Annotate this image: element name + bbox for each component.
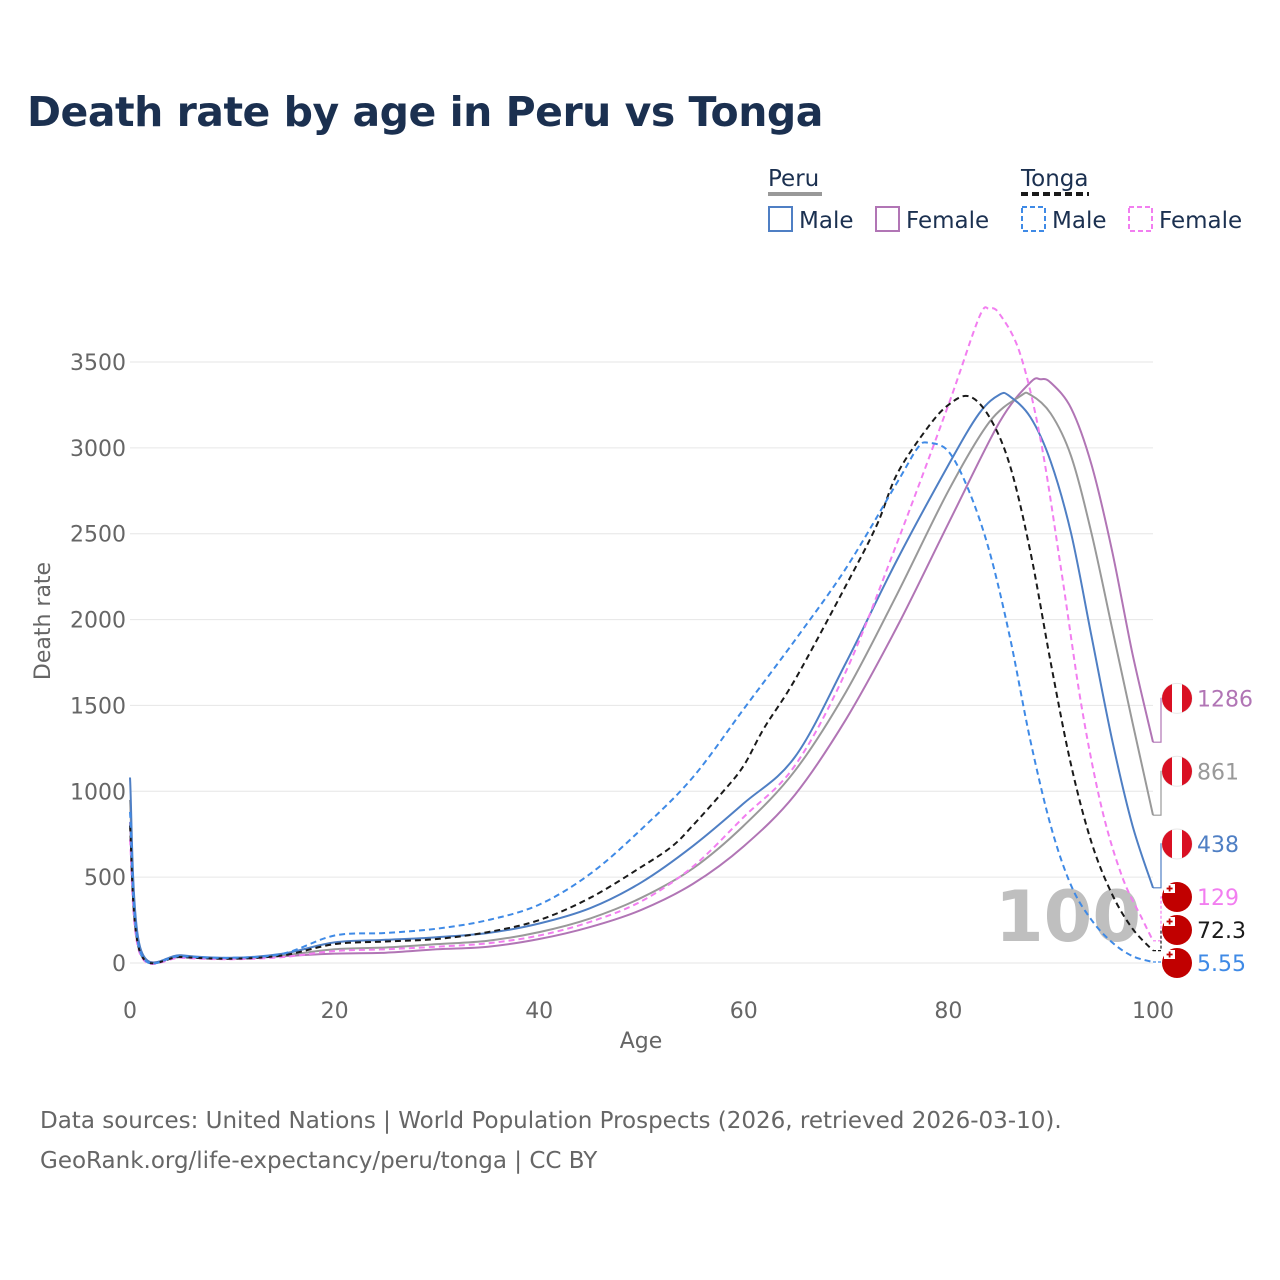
chart-canvas: 0 500 1000 1500 2000 2500 3000 3500 0 20 40 60 80 10… [31, 166, 1253, 1054]
grid-lines [130, 361, 1153, 964]
tonga-flag-icon [1162, 882, 1192, 912]
x-axis-label: Age [620, 1029, 663, 1054]
age-watermark: 100 [995, 876, 1141, 958]
x-tick-label: 80 [934, 999, 962, 1024]
tonga-flag-icon [1162, 948, 1192, 978]
y-tick-label: 3500 [70, 351, 126, 376]
peru-flag-icon [1161, 682, 1193, 714]
end-label-tonga-male: 5.55 [1153, 948, 1246, 978]
legend-peru-male-label: Male [799, 208, 853, 234]
legend-tonga-male-label: Male [1052, 208, 1106, 234]
end-value-label: 72.3 [1197, 919, 1246, 944]
x-axis-ticks: 0 20 40 60 80 100 [123, 999, 1174, 1024]
legend: Peru Male Female Tonga Male Female [768, 166, 1242, 234]
x-tick-label: 60 [730, 999, 758, 1024]
series-line-tonga-total[interactable] [129, 394, 1154, 965]
y-tick-label: 1500 [70, 694, 126, 719]
legend-tonga-male-swatch[interactable] [1021, 206, 1046, 232]
x-tick-label: 20 [321, 999, 349, 1024]
y-tick-label: 2000 [70, 609, 126, 634]
y-tick-label: 500 [84, 866, 126, 891]
x-tick-label: 40 [525, 999, 553, 1024]
legend-peru-male-swatch[interactable] [768, 206, 793, 232]
peru-flag-icon [1161, 828, 1193, 860]
end-value-label: 438 [1197, 833, 1239, 858]
end-value-label: 5.55 [1197, 952, 1246, 977]
legend-group-peru: Peru [768, 166, 819, 192]
end-label-tonga-female: 129 [1153, 882, 1239, 942]
series-line-peru-female[interactable] [129, 377, 1154, 964]
series-line-tonga-male[interactable] [129, 441, 1154, 965]
y-tick-label: 2500 [70, 523, 126, 548]
series-line-peru-male[interactable] [129, 391, 1154, 964]
y-axis-label: Death rate [31, 562, 56, 680]
end-value-label: 1286 [1197, 687, 1253, 712]
end-label-tonga-total: 72.3 [1153, 915, 1246, 952]
y-tick-label: 3000 [70, 437, 126, 462]
legend-peru-female-swatch[interactable] [875, 206, 900, 232]
y-tick-label: 1000 [70, 780, 126, 805]
end-label-peru-female: 1286 [1153, 682, 1253, 743]
series-line-tonga-female[interactable] [129, 306, 1154, 965]
tonga-flag-icon [1162, 915, 1192, 945]
legend-tonga-female-swatch[interactable] [1128, 206, 1153, 232]
legend-tonga-female-label: Female [1159, 208, 1242, 234]
x-tick-label: 100 [1132, 999, 1174, 1024]
data-source-note: Data sources: United Nations | World Pop… [40, 1108, 1062, 1134]
y-tick-label: 0 [112, 952, 126, 977]
end-value-label: 861 [1197, 760, 1239, 785]
attribution-link[interactable]: GeoRank.org/life-expectancy/peru/tonga |… [40, 1148, 598, 1174]
end-value-label: 129 [1197, 886, 1239, 911]
chart-title: Death rate by age in Peru vs Tonga [27, 88, 823, 136]
peru-flag-icon [1161, 755, 1193, 787]
end-label-peru-total: 861 [1153, 755, 1239, 816]
series-lines [129, 306, 1154, 965]
legend-group-tonga: Tonga [1020, 166, 1088, 192]
legend-peru-female-label: Female [906, 208, 989, 234]
end-label-peru-male: 438 [1153, 828, 1239, 889]
series-end-labels: 1286 861 438 129 72.3 5.55 [1153, 682, 1253, 978]
series-line-peru-total[interactable] [129, 391, 1154, 964]
y-axis-ticks: 0 500 1000 1500 2000 2500 3000 3500 [70, 351, 126, 977]
x-tick-label: 0 [123, 999, 137, 1024]
